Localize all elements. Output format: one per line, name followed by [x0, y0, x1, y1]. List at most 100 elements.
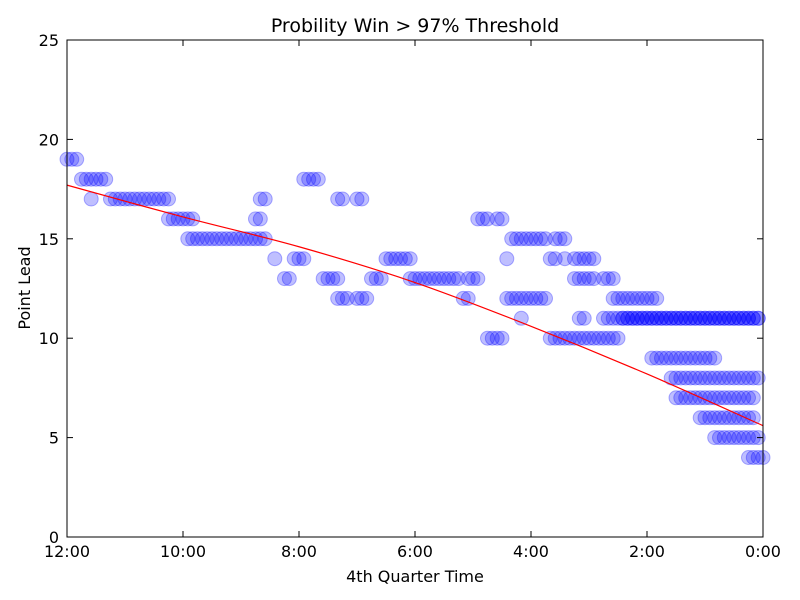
- data-point: [180, 231, 196, 247]
- y-tick-label: 25: [39, 31, 59, 50]
- data-point: [214, 231, 230, 247]
- data-point: [132, 191, 147, 207]
- data-point: [180, 211, 196, 227]
- data-point: [697, 370, 713, 386]
- data-point: [658, 350, 674, 366]
- data-point: [93, 171, 109, 187]
- data-point: [547, 231, 563, 247]
- data-point: [702, 310, 718, 326]
- data-point: [378, 251, 394, 267]
- y-axis-ticks: 0 5 10 15 20 25: [39, 31, 763, 547]
- data-point: [736, 310, 752, 326]
- data-point: [69, 151, 85, 167]
- y-tick-label: 5: [49, 429, 59, 448]
- data-point: [567, 251, 582, 267]
- data-point: [726, 310, 742, 326]
- data-point: [64, 151, 80, 167]
- data-point: [533, 231, 549, 247]
- data-point: [707, 310, 723, 326]
- data-point: [576, 310, 592, 326]
- data-point: [731, 390, 747, 406]
- data-point: [161, 211, 176, 227]
- data-point: [257, 191, 273, 207]
- data-point: [576, 271, 592, 287]
- data-point: [644, 350, 660, 366]
- data-point: [446, 271, 462, 287]
- data-point: [388, 251, 404, 267]
- data-point: [88, 171, 104, 187]
- data-point: [320, 271, 336, 287]
- data-point: [644, 290, 660, 306]
- data-point: [185, 231, 201, 247]
- x-tick-label: 12:00: [44, 542, 90, 561]
- data-point: [678, 310, 694, 326]
- data-point: [402, 251, 418, 267]
- data-point: [330, 191, 346, 207]
- data-point: [354, 191, 370, 207]
- data-point: [721, 310, 737, 326]
- data-point: [426, 271, 442, 287]
- data-point: [654, 310, 669, 326]
- data-point: [315, 271, 331, 287]
- data-point: [335, 290, 350, 306]
- data-point: [562, 330, 578, 346]
- x-tick-label: 10:00: [160, 542, 206, 561]
- data-point: [600, 310, 616, 326]
- data-point: [528, 231, 544, 247]
- data-point: [156, 191, 172, 207]
- data-point: [707, 410, 723, 426]
- data-point: [615, 310, 631, 326]
- trend-line: [66, 184, 764, 427]
- y-tick-label: 10: [39, 329, 59, 348]
- data-point: [692, 370, 708, 386]
- x-tick-label: 2:00: [629, 542, 665, 561]
- data-point: [731, 310, 747, 326]
- data-point: [83, 171, 99, 187]
- data-point: [639, 290, 655, 306]
- data-point: [634, 310, 650, 326]
- data-point: [475, 211, 491, 227]
- data-point: [557, 251, 573, 267]
- data-point: [716, 310, 732, 326]
- data-point: [576, 251, 592, 267]
- data-point: [238, 231, 254, 247]
- data-point: [204, 231, 220, 247]
- data-point: [745, 370, 761, 386]
- data-point: [383, 251, 399, 267]
- data-point: [610, 290, 626, 306]
- data-point: [721, 370, 737, 386]
- x-axis-title: 4th Quarter Time: [346, 567, 484, 586]
- data-point: [745, 310, 761, 326]
- data-point: [736, 310, 752, 326]
- data-point: [610, 310, 626, 326]
- data-point: [697, 350, 713, 366]
- data-point: [741, 370, 756, 386]
- data-point: [610, 330, 626, 346]
- data-point: [673, 370, 689, 386]
- x-tick-label: 0:00: [745, 542, 781, 561]
- data-point: [687, 350, 703, 366]
- data-point: [219, 231, 234, 247]
- data-point: [484, 330, 500, 346]
- data-point: [74, 171, 89, 187]
- data-point: [731, 430, 747, 446]
- data-point: [721, 310, 737, 326]
- data-point: [649, 290, 665, 306]
- y-tick-label: 20: [39, 130, 59, 149]
- data-point: [736, 410, 752, 426]
- data-point: [460, 271, 476, 287]
- data-point: [605, 271, 621, 287]
- data-point: [644, 310, 660, 326]
- data-point: [441, 271, 457, 287]
- data-point: [702, 350, 718, 366]
- data-point: [639, 310, 655, 326]
- data-point: [741, 430, 756, 446]
- data-point: [470, 211, 486, 227]
- data-point: [436, 271, 452, 287]
- data-point: [683, 310, 698, 326]
- data-point: [736, 430, 752, 446]
- data-point: [567, 271, 582, 287]
- data-point: [296, 251, 312, 267]
- data-point: [364, 271, 379, 287]
- data-point: [600, 271, 616, 287]
